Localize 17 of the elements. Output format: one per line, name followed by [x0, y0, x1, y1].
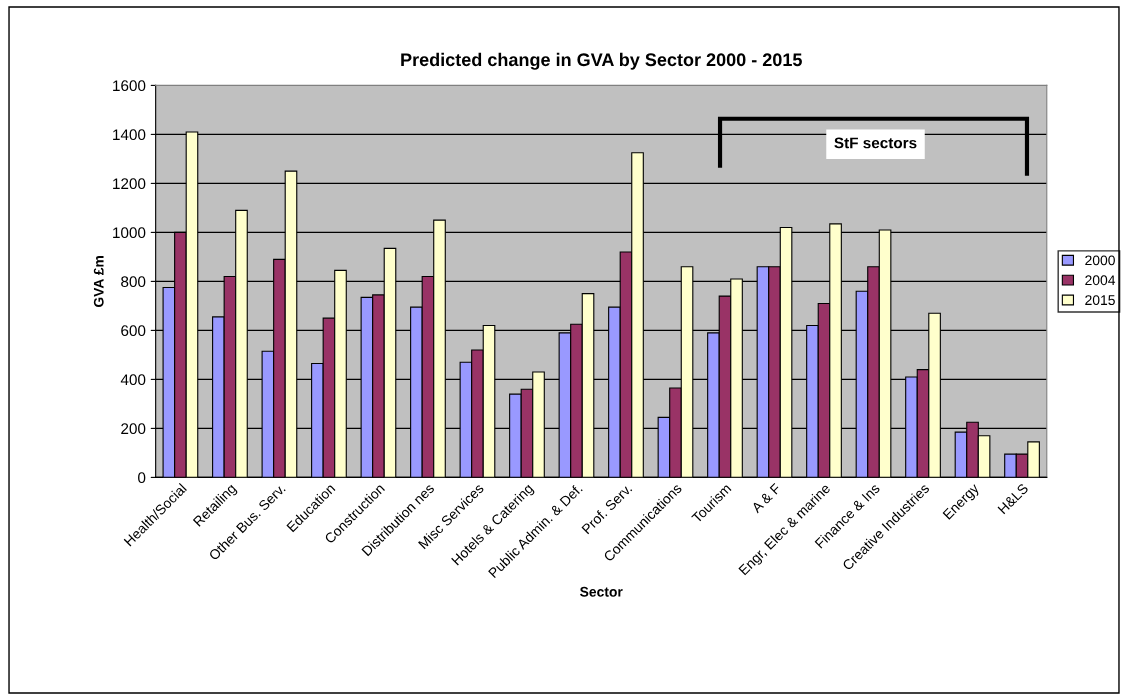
y-tick-label: 1600 — [113, 80, 146, 92]
annotation: StF sectors — [834, 137, 917, 149]
y-axis-title: GVA £m — [93, 256, 104, 308]
legend-label: 2004 — [1085, 275, 1116, 286]
y-tick-label: 400 — [120, 374, 146, 386]
y-tick-label: 0 — [138, 472, 146, 484]
y-tick-label: 800 — [121, 276, 146, 288]
chart-title: Predicted change in GVA by Sector 2000 - 2015 — [401, 52, 802, 70]
x-tick-label: A & F — [750, 482, 782, 514]
y-tick-label: 200 — [121, 423, 146, 435]
legend-label: 2000 — [1085, 255, 1115, 266]
y-tick-label: 1200 — [113, 178, 146, 190]
legend-label: 2015 — [1085, 295, 1115, 306]
y-tick-label: 1400 — [113, 129, 146, 141]
x-axis-title: Sector — [580, 586, 623, 597]
y-tick-label: 1000 — [113, 227, 146, 239]
y-tick-label: 600 — [121, 325, 146, 337]
